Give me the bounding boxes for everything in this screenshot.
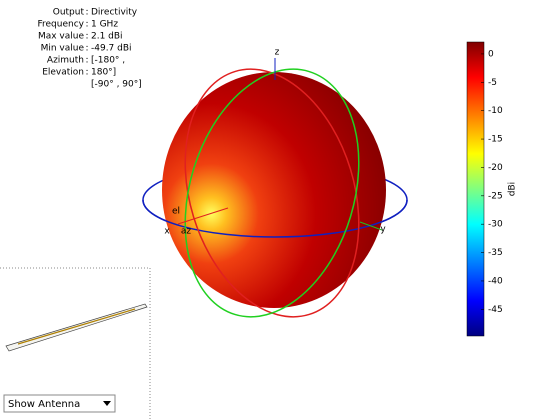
info-value: 2.1 dBi [91,32,123,42]
colorbar-tick-label: -30 [488,220,503,230]
elevation-circle [184,68,360,318]
colorbar-tick-label: -35 [488,248,503,258]
antenna-panel [0,267,151,420]
info-colon: : [85,56,88,66]
axis-label: x [164,227,170,237]
colorbar-tick-label: -25 [488,191,503,201]
colorbar-ticks: 0 -5 -10 -15 -20 -25 -30 -35 -40 -45 [481,49,503,315]
x-axis [177,207,229,225]
axis-label: z [275,48,280,58]
dropdown[interactable]: Show Antenna [3,394,116,413]
info-label: Min value [41,44,85,54]
colorbar-tick-label: -15 [488,135,503,145]
axis-label: y [380,225,386,235]
info-label: Elevation [42,68,84,78]
info-value: Directivity [91,8,138,18]
info-value: 1 GHz [91,20,118,30]
colorbar-tick-label: -45 [488,305,503,315]
info-label: Azimuth [47,56,84,66]
info-label: Frequency [38,20,85,30]
info-colon: : [85,32,88,42]
colorbar [466,41,485,337]
info-colon: : [85,20,88,30]
info-value: [-90° , 90°] [91,80,142,90]
colorbar-tick-label: -20 [488,163,503,173]
info-label: Max value [38,32,85,42]
info-value: 180°] [91,68,116,78]
info-value: -49.7 dBi [91,44,132,54]
axis-label: el [172,207,180,217]
y-axis [359,221,383,231]
pattern-surface [162,72,386,308]
colorbar-label: dBi [508,182,518,196]
info-colon: : [85,8,88,18]
info-value: [-180° , [91,56,125,66]
colorbar-tick-label: -5 [488,78,497,88]
dropdown-text[interactable]: Show Antenna [8,399,80,410]
info-colon: : [85,68,88,78]
dropdown-arrow[interactable] [103,401,111,406]
info-colon: : [85,44,88,54]
colorbar-tick-label: -40 [488,276,503,286]
axis-label: az [181,227,192,237]
antenna-feed [17,308,136,345]
azimuth-circle-front [142,199,408,238]
info-label: Output [53,8,85,18]
dropdown-box[interactable] [3,394,116,413]
antenna [5,303,148,352]
elevation-circle [184,68,360,318]
colorbar-tick-label: 0 [488,49,494,59]
colorbar-tick-label: -10 [488,106,503,116]
